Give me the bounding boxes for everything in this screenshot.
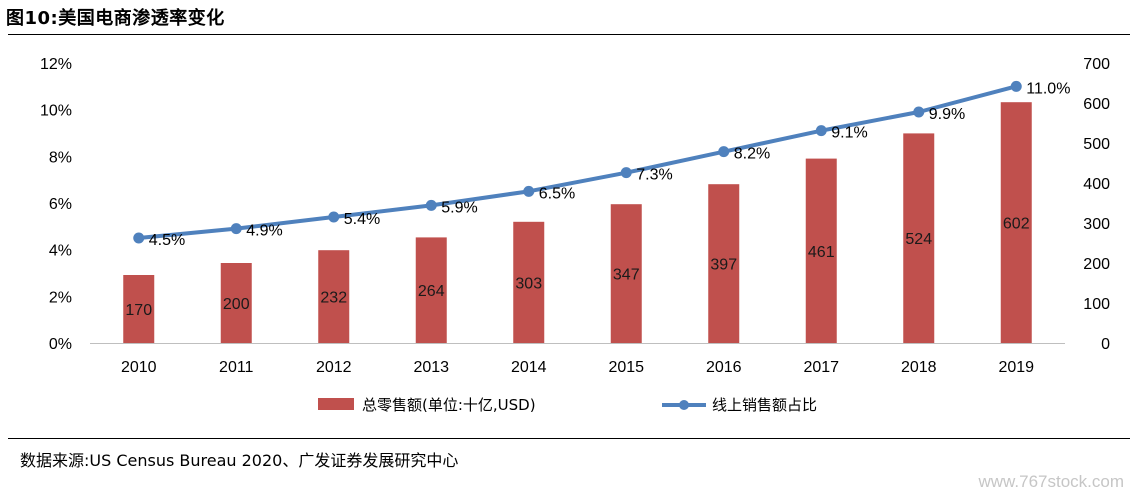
line-point (328, 211, 340, 223)
x-axis-tick: 2017 (803, 359, 839, 376)
left-axis-tick: 6% (49, 196, 72, 213)
bar (1000, 102, 1032, 343)
bar-value-label: 264 (418, 283, 445, 300)
bar (220, 263, 252, 343)
line-point (913, 106, 925, 118)
figure-title: 图10:美国电商渗透率变化 (6, 8, 225, 29)
bar (708, 184, 740, 343)
bar-value-label: 170 (125, 302, 152, 319)
line-value-label: 11.0% (1026, 80, 1070, 97)
bar (318, 250, 350, 343)
line-point (1010, 80, 1022, 92)
bar-value-label: 303 (515, 275, 542, 292)
line-value-label: 4.9% (246, 223, 282, 240)
line-point (523, 185, 535, 197)
line-value-label: 5.4% (344, 211, 380, 228)
left-axis-tick: 2% (49, 289, 72, 306)
line-point (815, 125, 827, 137)
x-axis-tick: 2016 (706, 359, 742, 376)
right-axis-tick: 700 (1083, 56, 1110, 73)
combo-chart: 0% 2% 4% 6% 8% 10% 12% 0 100 200 300 400 500 600 700 17… (40, 56, 1110, 414)
line-point (425, 199, 437, 211)
line-value-label: 4.5% (149, 232, 185, 249)
title-divider (8, 34, 1130, 35)
bar (805, 158, 837, 343)
line-point (133, 232, 145, 244)
bar-value-label: 200 (223, 296, 250, 313)
bar (415, 237, 447, 343)
line-series (138, 84, 1017, 240)
legend-label-line: 线上销售额占比 (712, 396, 817, 414)
x-axis-tick: 2015 (608, 359, 644, 376)
bar-value-label: 602 (1003, 216, 1030, 233)
bar (610, 204, 642, 343)
left-axis-tick: 0% (49, 336, 72, 353)
line-point (718, 146, 730, 158)
x-axis-tick: 2013 (413, 359, 449, 376)
right-axis-tick: 100 (1083, 296, 1110, 313)
x-axis-tick: 2014 (511, 359, 547, 376)
legend-marker-line (679, 400, 689, 410)
x-axis-tick: 2019 (998, 359, 1034, 376)
right-axis-tick: 200 (1083, 256, 1110, 273)
left-axis-tick: 8% (49, 149, 72, 166)
right-axis-tick: 500 (1083, 136, 1110, 153)
legend-label-bar: 总零售额(单位:十亿,USD) (362, 396, 536, 414)
bar-value-label: 461 (808, 244, 835, 261)
left-axis-tick: 10% (40, 103, 72, 120)
line-value-label: 8.2% (734, 146, 770, 163)
line-point (230, 223, 242, 235)
line-value-label: 7.3% (636, 167, 672, 184)
source-note: 数据来源:US Census Bureau 2020、广发证券发展研究中心 (20, 451, 459, 470)
bar (513, 221, 545, 343)
right-axis-tick: 400 (1083, 176, 1110, 193)
line-point (620, 167, 632, 179)
line-value-label: 5.9% (441, 199, 477, 216)
x-axis-tick: 2012 (316, 359, 352, 376)
right-axis-tick: 300 (1083, 216, 1110, 233)
left-axis-tick: 4% (49, 243, 72, 260)
line-value-label: 9.9% (929, 106, 965, 123)
line-value-label: 6.5% (539, 185, 575, 202)
left-axis-tick: 12% (40, 56, 72, 73)
bar (903, 133, 935, 343)
line-value-label: 9.1% (831, 125, 867, 142)
bar (123, 275, 155, 343)
x-axis-tick: 2010 (121, 359, 157, 376)
source-divider (8, 438, 1130, 439)
right-axis-tick: 600 (1083, 96, 1110, 113)
watermark: www.767stock.com (978, 472, 1125, 491)
right-axis-tick: 0 (1101, 336, 1110, 353)
bar-value-label: 397 (710, 257, 737, 274)
bar-value-label: 232 (320, 290, 347, 307)
bar-value-label: 524 (905, 231, 932, 248)
legend-swatch-bar (318, 398, 354, 410)
bar-value-label: 347 (613, 267, 640, 284)
x-axis-tick: 2018 (901, 359, 937, 376)
x-axis-tick: 2011 (219, 359, 254, 376)
